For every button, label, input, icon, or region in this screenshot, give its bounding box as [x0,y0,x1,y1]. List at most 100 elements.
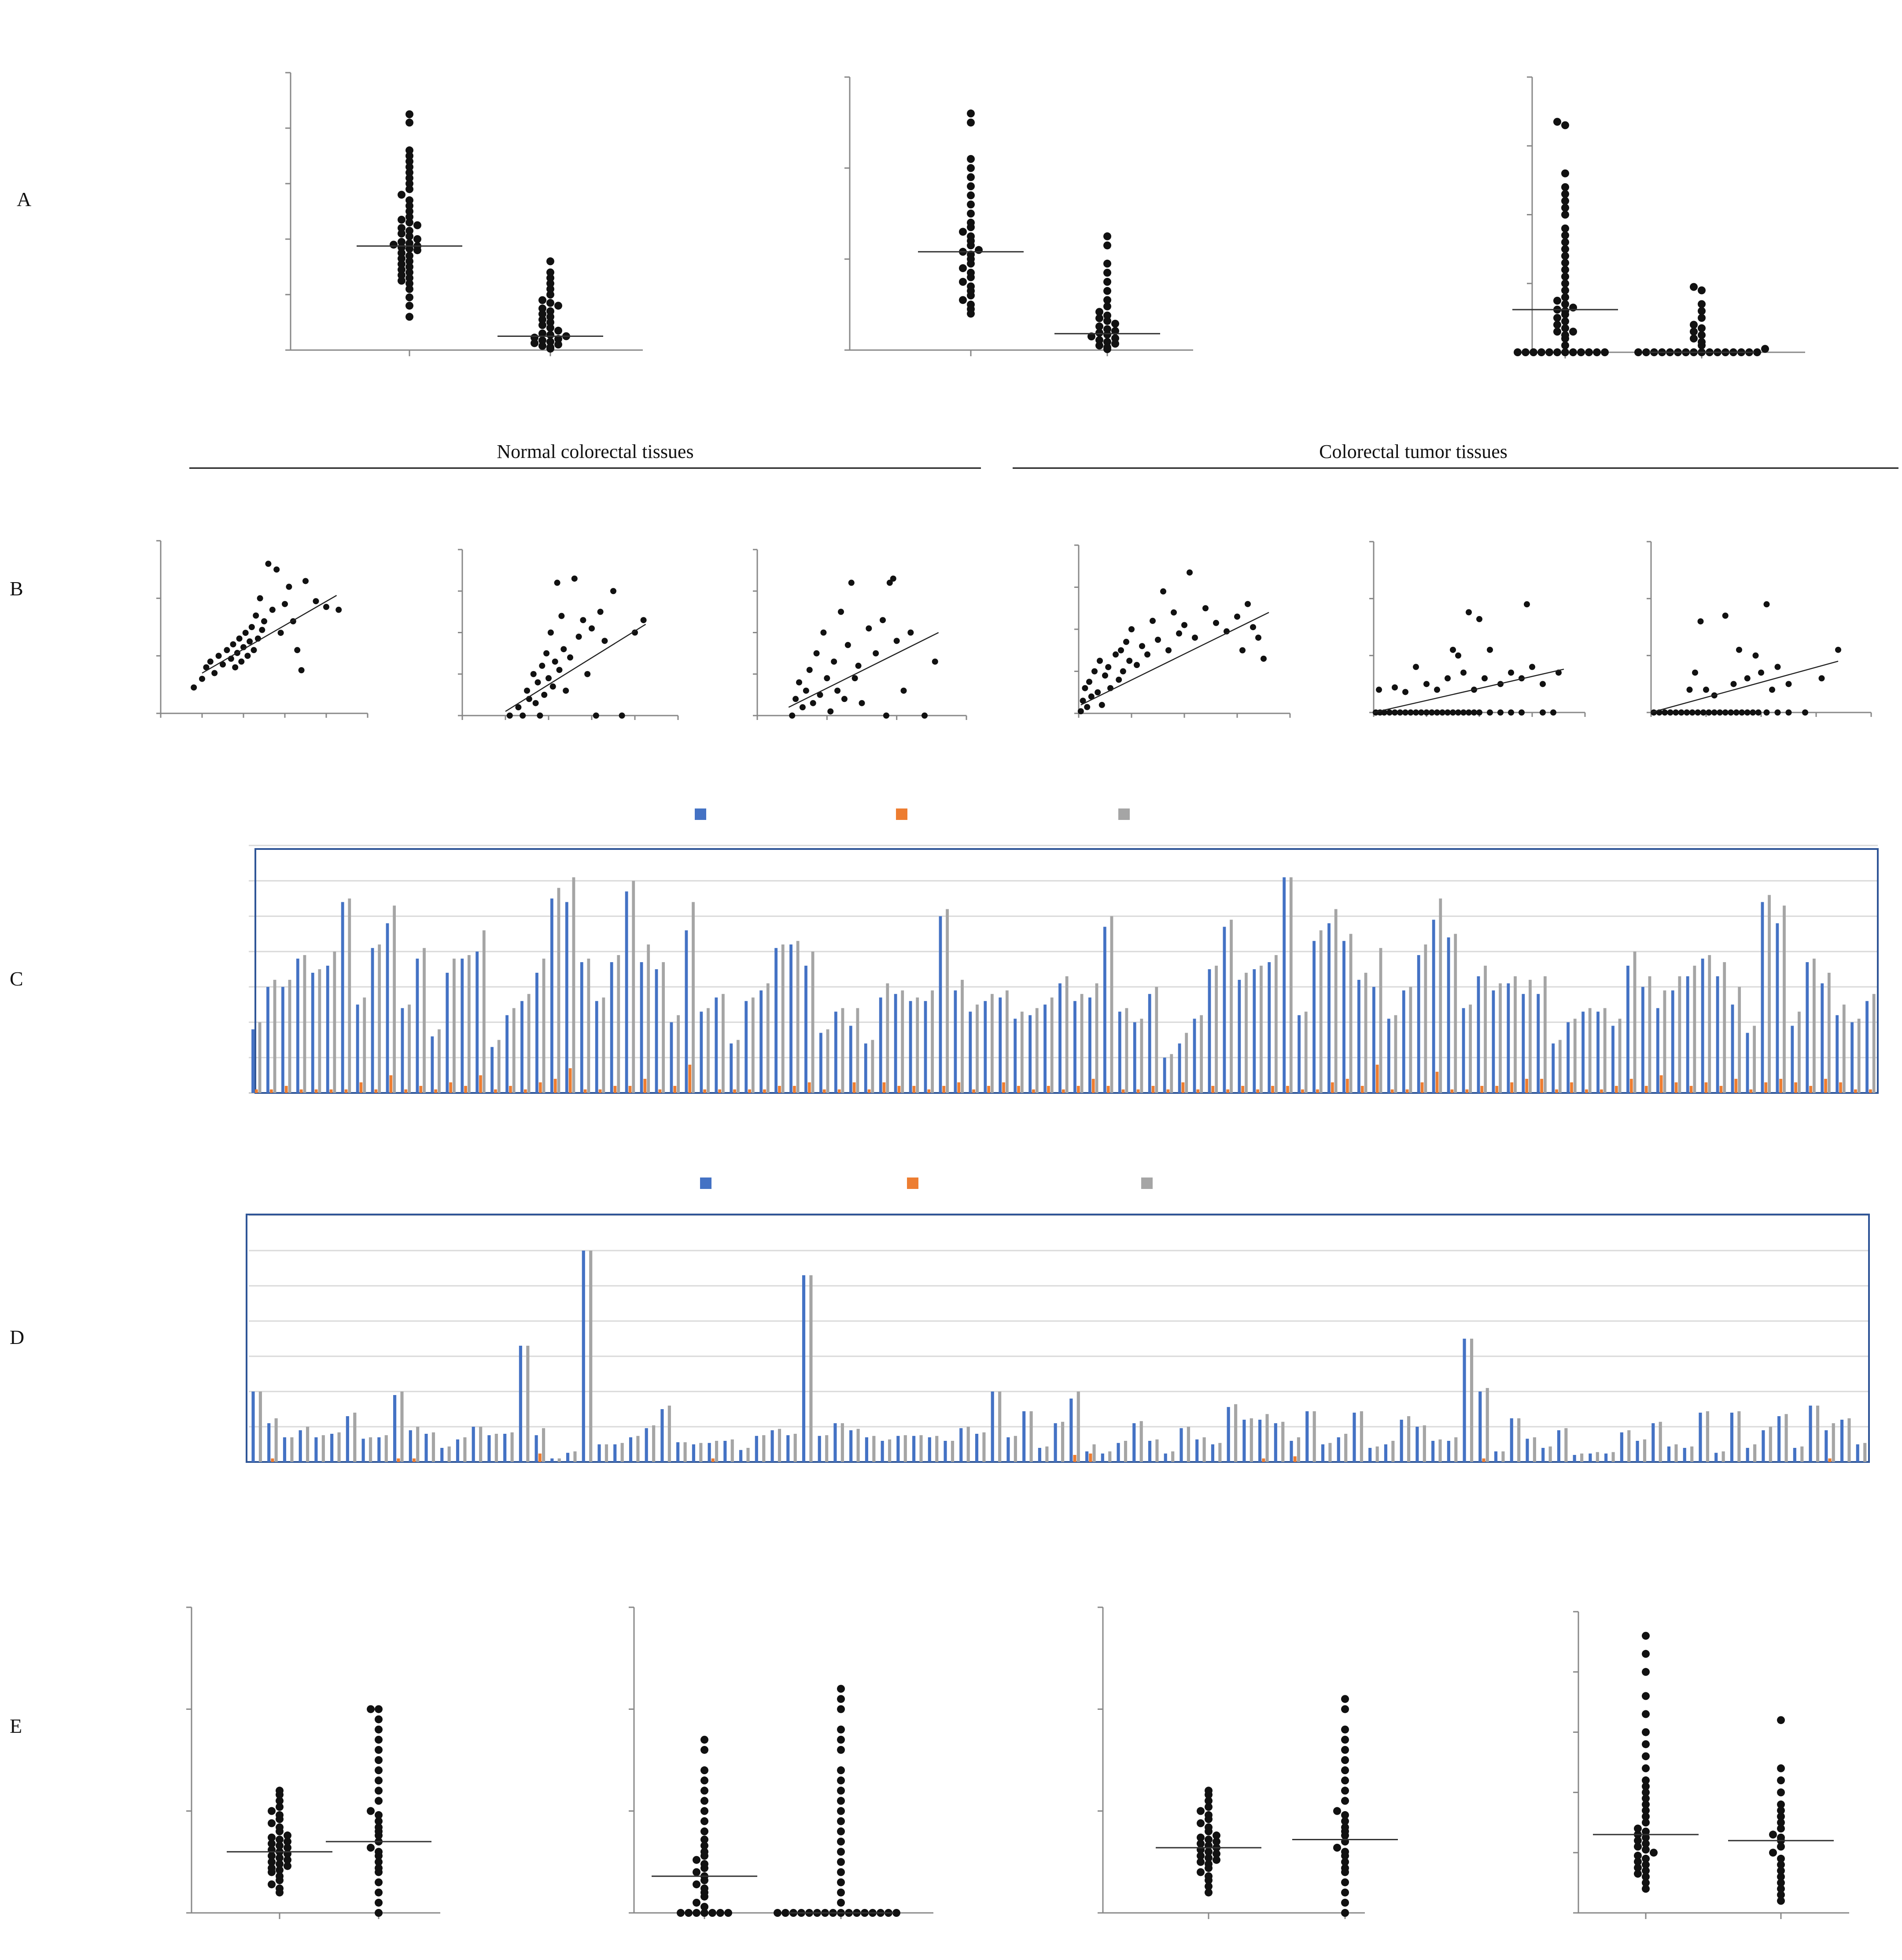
bar-series-1 [1337,1437,1340,1462]
data-point [276,1842,284,1850]
bar-series-2 [1659,1075,1663,1093]
bar-series-2 [882,1082,886,1093]
bar-series-1 [1164,1453,1167,1462]
bar-series-3 [1564,1428,1568,1462]
bar-series-1 [1589,1453,1592,1462]
data-point [1642,1839,1650,1848]
bar-series-1 [299,1430,302,1462]
bar-series-3 [573,1451,577,1462]
bar-series-2 [1704,1082,1708,1093]
data-point [276,1823,284,1831]
data-point [1341,1746,1349,1754]
bar-series-2 [359,1082,363,1093]
bar-series-2 [613,1085,617,1093]
data-point [834,687,841,694]
bar-series-2 [404,1089,408,1093]
data-point [375,1776,383,1785]
bar-series-1 [1776,923,1779,1093]
data-point [242,630,249,636]
data-point [1777,1885,1785,1893]
data-point [789,712,796,719]
data-point [1634,348,1642,356]
bar-series-1 [1415,1427,1419,1462]
bar-series-1 [550,898,553,1093]
data-point [375,1858,383,1866]
bar-series-3 [1407,1416,1411,1462]
data-point [1728,709,1734,716]
data-point [405,251,413,260]
bar-series-3 [856,1008,859,1093]
data-point [276,1811,284,1819]
data-point [700,1735,708,1744]
data-point [1197,1839,1205,1848]
data-point [367,1843,375,1852]
data-point [375,1848,383,1856]
data-point [700,1746,708,1754]
data-point [405,213,413,221]
bar-series-1 [939,916,942,1093]
data-point [1205,1882,1213,1890]
data-point [967,118,975,127]
bar-series-3 [1375,1446,1379,1462]
bar-series-3 [1693,965,1696,1093]
data-point [1341,1766,1349,1775]
bar-series-3 [363,997,366,1093]
regression-line [788,632,939,708]
bar-series-1 [1103,926,1106,1093]
bar-series-3 [888,1439,892,1462]
data-point [1634,1864,1642,1872]
data-point [1711,709,1718,716]
bar-series-1 [1211,1444,1214,1462]
data-point [398,249,405,257]
bar-series-1 [283,1437,287,1462]
bar-series-1 [1132,1423,1136,1462]
data-point [268,1852,276,1860]
data-point [1686,687,1693,693]
bar-series-3 [1633,951,1637,1093]
bar-series-1 [1258,1420,1262,1462]
data-point [1341,1864,1349,1872]
bar-series-1 [789,944,792,1093]
bar-series-1 [1683,1448,1686,1462]
bar-series-2 [1779,1078,1783,1093]
bar-series-1 [1821,983,1824,1093]
bar-series-1 [566,1453,570,1462]
bar-series-2 [1375,1064,1379,1093]
data-point [1777,1806,1785,1815]
bar-series-2 [314,1089,318,1093]
data-point [1103,296,1111,304]
panel-C-bar-chart [249,808,1879,1094]
data-point [405,302,413,310]
bar-series-3 [542,958,546,1093]
data-point [1341,1756,1349,1764]
panel-B-b [458,549,679,720]
bar-series-1 [1573,1455,1576,1462]
data-point [375,1725,383,1734]
bar-series-3 [1014,1436,1017,1462]
data-point [1466,609,1472,616]
bar-series-1 [692,1444,695,1462]
bar-series-1 [1686,976,1689,1093]
data-point [398,277,405,285]
bar-series-1 [1510,1418,1513,1462]
data-point [405,174,413,182]
row-label-C: C [10,967,23,990]
data-point [700,1807,708,1815]
data-point [276,1860,284,1868]
bar-series-2 [284,1085,288,1093]
bar-series-1 [1656,1008,1659,1093]
data-point [405,293,413,302]
data-point [398,266,405,274]
data-point [1402,689,1408,695]
data-point [1434,687,1440,693]
data-point [398,229,405,238]
regression-line [202,595,337,674]
data-point [1744,709,1751,716]
data-point [1205,1848,1213,1856]
bar-series-1 [864,1043,867,1093]
data-point [1103,232,1111,240]
data-point [1341,1909,1349,1917]
regression-line [1373,668,1564,713]
data-point [967,232,975,240]
data-point [232,664,239,671]
